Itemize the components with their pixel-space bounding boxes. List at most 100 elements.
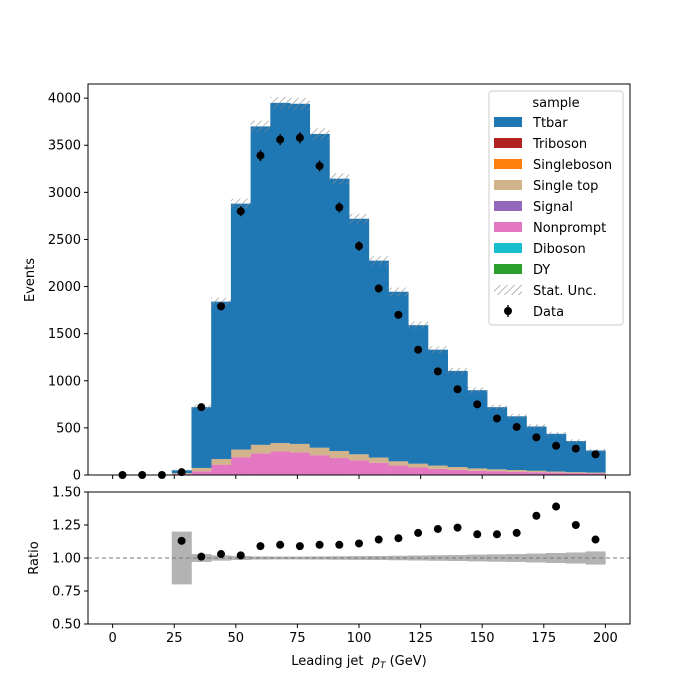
bar-single-top [211, 458, 232, 465]
y-tick-label: 4000 [48, 92, 81, 107]
data-point [492, 414, 501, 423]
stat-unc-hatch [408, 321, 428, 329]
legend: sample Ttbar Triboson Singleboson Single to… [488, 90, 624, 326]
ratio-point [552, 502, 561, 511]
y-tick-label: 2500 [48, 233, 81, 248]
bar-single-top [349, 454, 370, 461]
legend-swatch-single-top [494, 180, 522, 190]
legend-label-stat-unc: Stat. Unc. [533, 284, 597, 299]
main-y-axis-label: Events [23, 258, 38, 302]
data-point [394, 310, 403, 319]
bar-ttbar [585, 450, 606, 473]
legend-swatch-dy [494, 264, 522, 274]
x-tick-label: 0 [108, 631, 116, 646]
bar-single-top [565, 472, 586, 474]
ratio-point [197, 552, 206, 561]
bar-nonprompt [565, 473, 586, 475]
stat-unc-hatch [211, 297, 231, 306]
bar-ttbar [408, 325, 429, 464]
data-point [335, 203, 344, 212]
bar-ttbar [230, 203, 251, 450]
legend-marker-data [504, 307, 512, 315]
y-tick-label: 0.75 [52, 585, 81, 600]
ratio-point [453, 523, 462, 532]
bar-ttbar [349, 218, 370, 455]
ratio-point [295, 542, 304, 551]
bar-ttbar [526, 426, 547, 471]
stat-unc-hatch [546, 431, 566, 436]
main-plot-panel: 0 500 1000 1500 2000 2500 3000 3500 4000 Events [23, 83, 631, 484]
y-tick-label: 0 [73, 469, 81, 484]
bar-ttbar [368, 260, 389, 458]
bar-ttbar [250, 126, 271, 445]
data-point [414, 345, 423, 354]
legend-label-nonprompt: Nonprompt [533, 221, 606, 236]
bar-ttbar [467, 390, 488, 469]
bar-ttbar [290, 103, 311, 444]
bar-single-top [191, 467, 212, 472]
stat-unc-hatch [526, 424, 547, 429]
bar-nonprompt [526, 472, 547, 475]
bar-single-top [467, 468, 488, 471]
data-point [256, 151, 265, 160]
ratio-point [256, 542, 265, 551]
stat-unc-hatch [487, 404, 507, 410]
y-tick-label: 500 [56, 421, 81, 436]
x-axis-label: Leading jet pT (GeV) [291, 654, 426, 671]
ratio-point [236, 551, 245, 560]
ratio-point [374, 535, 383, 544]
bar-single-top [408, 463, 429, 468]
legend-swatch-triboson [494, 138, 522, 148]
legend-swatch-diboson [494, 243, 522, 253]
stat-unc-hatch [565, 439, 586, 443]
bar-single-top [290, 443, 311, 453]
ratio-point [335, 540, 344, 549]
legend-label-dy: DY [533, 263, 550, 278]
ratio-point [492, 530, 501, 539]
bar-single-top [230, 449, 251, 458]
bar-single-top [526, 470, 547, 473]
bar-single-top [250, 444, 271, 454]
main-y-ticks: 0 500 1000 1500 2000 2500 3000 3500 4000 [48, 92, 88, 484]
stat-unc-hatch [349, 213, 369, 224]
ratio-unc-band-bin [467, 554, 488, 562]
ratio-unc-band-bin [546, 552, 567, 564]
ratio-unc-band-bin [447, 554, 468, 562]
ratio-y-ticks: 0.50 0.75 1.00 1.25 1.50 [52, 486, 88, 633]
bar-nonprompt [388, 465, 409, 475]
data-point [433, 367, 442, 376]
legend-label-triboson: Triboson [532, 137, 587, 152]
y-tick-label: 3500 [48, 139, 81, 154]
y-tick-label: 1000 [48, 374, 81, 389]
legend-label-single-top: Single top [533, 179, 598, 194]
ratio-unc-band-bin [349, 556, 370, 560]
stat-unc-hatch [290, 97, 310, 110]
x-tick-label: 50 [228, 631, 245, 646]
y-tick-label: 0.50 [52, 618, 81, 633]
y-tick-label: 3000 [48, 186, 81, 201]
ratio-point [276, 540, 285, 549]
legend-label-ttbar: Ttbar [532, 116, 568, 131]
y-tick-label: 1500 [48, 327, 81, 342]
bar-ttbar [329, 178, 350, 451]
bar-nonprompt [191, 471, 212, 475]
stat-unc-hatch [427, 346, 448, 354]
ratio-point [591, 535, 600, 544]
x-tick-label: 125 [408, 631, 433, 646]
bar-ttbar [546, 433, 567, 472]
y-tick-label: 1.50 [52, 486, 81, 501]
legend-label-data: Data [533, 305, 564, 320]
stat-unc-hatch [309, 128, 330, 140]
stat-unc-hatch [329, 173, 350, 184]
data-points [118, 132, 600, 479]
bar-nonprompt [250, 453, 271, 475]
bar-nonprompt [427, 468, 448, 475]
bar-ttbar [309, 133, 330, 448]
bar-single-top [546, 471, 567, 473]
ratio-unc-band-bin [427, 555, 448, 561]
data-point [217, 302, 226, 311]
ratio-point [355, 539, 363, 548]
bar-nonprompt [447, 469, 468, 475]
data-point [197, 403, 206, 412]
x-tick-label: 100 [347, 631, 372, 646]
